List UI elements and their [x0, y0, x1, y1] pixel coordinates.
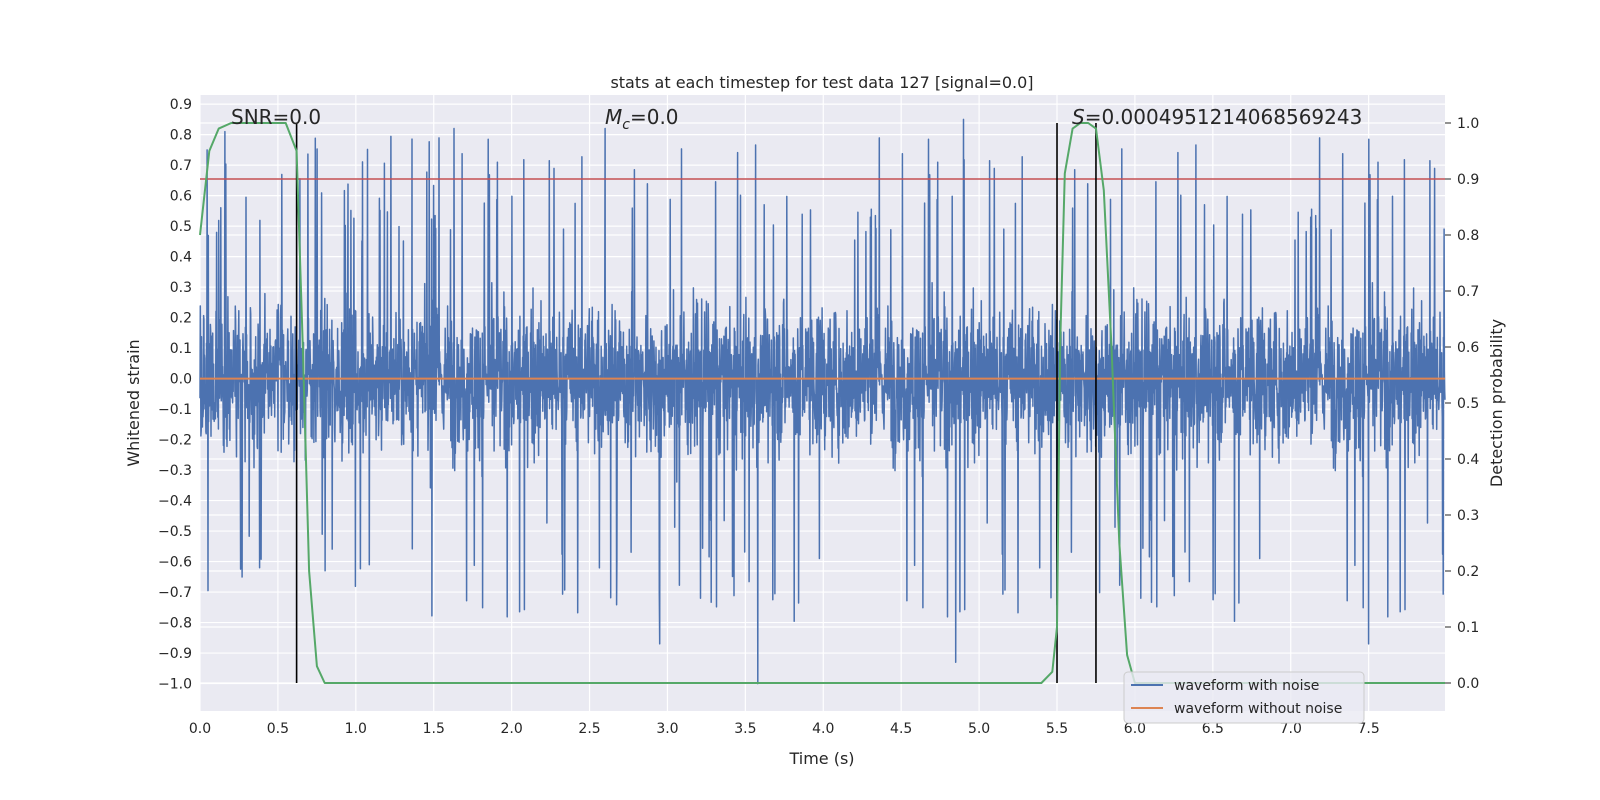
y2-tick-label: 0.4: [1457, 452, 1479, 468]
y2-tick-label: 1.0: [1457, 116, 1479, 132]
y-axis-label: Whitened strain: [124, 339, 143, 466]
x-tick-label: 3.5: [734, 721, 756, 737]
y-tick-label: 0.4: [170, 250, 192, 266]
y2-tick-label: 0.8: [1457, 228, 1479, 244]
x-tick-label: 5.5: [1046, 721, 1068, 737]
y-tick-label: 0.8: [170, 128, 192, 144]
y-axis-ticks: 0.9 0.8 0.7 0.6 0.5 0.4 0.3 0.2 0.1 0.0 −0.1 −0.2 −0…: [158, 97, 192, 692]
waveform-with-noise-series: [199, 118, 1446, 685]
y-tick-label: 0.6: [170, 189, 192, 205]
x-tick-label: 1.0: [345, 721, 367, 737]
y2-tick-label: 0.3: [1457, 508, 1479, 524]
x-tick-label: 4.0: [812, 721, 834, 737]
waveform-with-noise-line: [199, 118, 1446, 685]
snr-annotation: SNR=0.0: [231, 105, 321, 129]
x-tick-label: 2.0: [501, 721, 523, 737]
x-tick-label: 6.0: [1124, 721, 1146, 737]
x-tick-label: 7.5: [1358, 721, 1380, 737]
y-tick-label: 0.9: [170, 97, 192, 113]
y-tick-label: 0.2: [170, 311, 192, 327]
y-tick-label: −0.7: [158, 585, 192, 601]
s-annotation: S=0.0004951214068569243: [1072, 105, 1362, 129]
chirp-mass-value: =0.0: [630, 105, 679, 129]
y2-tick-label: 0.0: [1457, 676, 1479, 692]
legend-box: [1123, 671, 1365, 724]
x-tick-label: 7.0: [1280, 721, 1302, 737]
detection-probability-line: [199, 122, 1445, 684]
x-tick-label: 6.5: [1202, 721, 1224, 737]
x-tick-label: 5.0: [968, 721, 990, 737]
y2-tick-label: 0.5: [1457, 396, 1479, 412]
chirp-mass-subscript: c: [622, 117, 630, 133]
detection-probability-series: [199, 122, 1445, 684]
y2-tick-label: 0.9: [1457, 172, 1479, 188]
y-tick-label: 0.7: [170, 158, 192, 174]
y-tick-label: −0.6: [158, 555, 192, 571]
y-tick-label: −1.0: [158, 677, 192, 693]
s-value: =0.0004951214068569243: [1085, 105, 1363, 129]
y2-axis-ticks: 1.0 0.9 0.8 0.7 0.6 0.5 0.4 0.3 0.2 0.1 0.0: [1445, 116, 1479, 692]
y2-tick-label: 0.2: [1457, 564, 1479, 580]
legend-label-noise: waveform with noise: [1174, 678, 1319, 694]
y2-tick-label: 0.1: [1457, 620, 1479, 636]
x-tick-label: 0.0: [189, 721, 211, 737]
chart-title: stats at each timestep for test data 127…: [610, 73, 1033, 92]
y-tick-label: −0.1: [158, 402, 192, 418]
chirp-mass-symbol: M: [605, 105, 622, 129]
y-tick-label: −0.3: [158, 463, 192, 479]
y-tick-label: −0.8: [158, 616, 192, 632]
y-tick-label: 0.5: [170, 219, 192, 235]
y-tick-label: 0.3: [170, 280, 192, 296]
x-tick-label: 1.5: [423, 721, 445, 737]
y-tick-label: −0.9: [158, 646, 192, 662]
x-tick-label: 0.5: [267, 721, 289, 737]
y2-axis-label: Detection probability: [1487, 319, 1506, 487]
x-axis-label: Time (s): [788, 749, 854, 768]
y-tick-label: 0.1: [170, 341, 192, 357]
y-tick-label: −0.5: [158, 524, 192, 540]
y2-tick-label: 0.7: [1457, 284, 1479, 300]
x-tick-label: 3.0: [656, 721, 678, 737]
s-symbol: S: [1072, 105, 1085, 129]
y-tick-label: 0.0: [170, 372, 192, 388]
y-tick-label: −0.2: [158, 433, 192, 449]
y2-tick-label: 0.6: [1457, 340, 1479, 356]
legend-label-clean: waveform without noise: [1174, 701, 1342, 717]
x-tick-label: 2.5: [578, 721, 600, 737]
legend: waveform with noise waveform without noi…: [1123, 671, 1365, 724]
x-tick-label: 4.5: [890, 721, 912, 737]
y-tick-label: −0.4: [158, 494, 192, 510]
chirp-mass-annotation: Mc=0.0: [605, 105, 679, 133]
x-axis-ticks: 0.0 0.5 1.0 1.5 2.0 2.5 3.0 3.5 4.0 4.5 5.0 5.5 6.0 6…: [189, 721, 1380, 737]
